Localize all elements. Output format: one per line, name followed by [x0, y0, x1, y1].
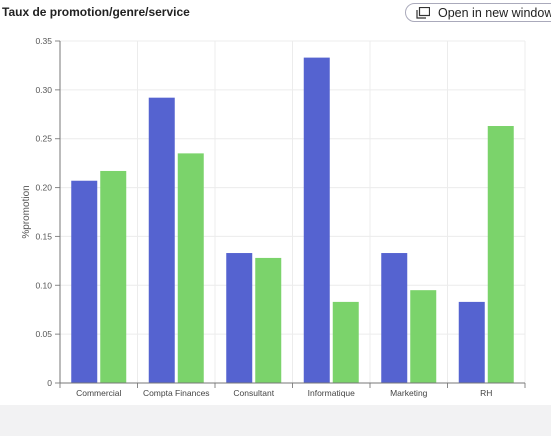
open-in-new-window-button[interactable]: Open in new window: [405, 3, 551, 22]
y-tick-label: 0.10: [35, 280, 52, 290]
bar-f: [148, 97, 175, 383]
bar-f: [303, 57, 330, 384]
open-in-new-window-icon: [416, 6, 430, 19]
bar-h: [410, 290, 437, 383]
x-tick-label: RH: [480, 388, 492, 398]
chart-grid: [60, 40, 526, 383]
y-tick-label: 0.05: [35, 329, 52, 339]
bar-h: [487, 126, 514, 384]
chart-labels: 0 0.05 0.10 0.15 0.20 0.25 0.30 0.35 Commercial C…: [21, 36, 492, 398]
x-tick-label: Compta Finances: [143, 388, 210, 398]
x-tick-label: Marketing: [390, 388, 428, 398]
y-tick-label: 0.15: [35, 231, 52, 241]
bar-f: [226, 253, 253, 383]
y-axis-title: %promotion: [21, 185, 32, 238]
y-tick-label: 0: [47, 378, 52, 388]
bar-f: [381, 253, 408, 383]
x-tick-label: Informatique: [308, 388, 356, 398]
y-tick-label: 0.20: [35, 183, 52, 193]
bar-h: [100, 170, 127, 383]
open-in-new-window-label: Open in new window: [438, 5, 551, 20]
bar-h: [332, 301, 359, 383]
x-tick-label: Consultant: [233, 388, 274, 398]
bar-chart: 0 0.05 0.10 0.15 0.20 0.25 0.30 0.35 Commercial C…: [21, 36, 526, 398]
bar-h: [255, 257, 282, 383]
chart-axes: [55, 40, 526, 388]
x-tick-label: Commercial: [76, 388, 121, 398]
y-tick-label: 0.25: [35, 134, 52, 144]
bar-f: [458, 301, 485, 383]
y-tick-label: 0.35: [35, 36, 52, 46]
bar-h: [177, 153, 204, 383]
bar-f: [71, 180, 98, 383]
y-tick-label: 0.30: [35, 85, 52, 95]
chart-bars: [71, 57, 514, 384]
page-title: Taux de promotion/genre/service: [2, 5, 190, 19]
footer-bar: [0, 405, 551, 436]
